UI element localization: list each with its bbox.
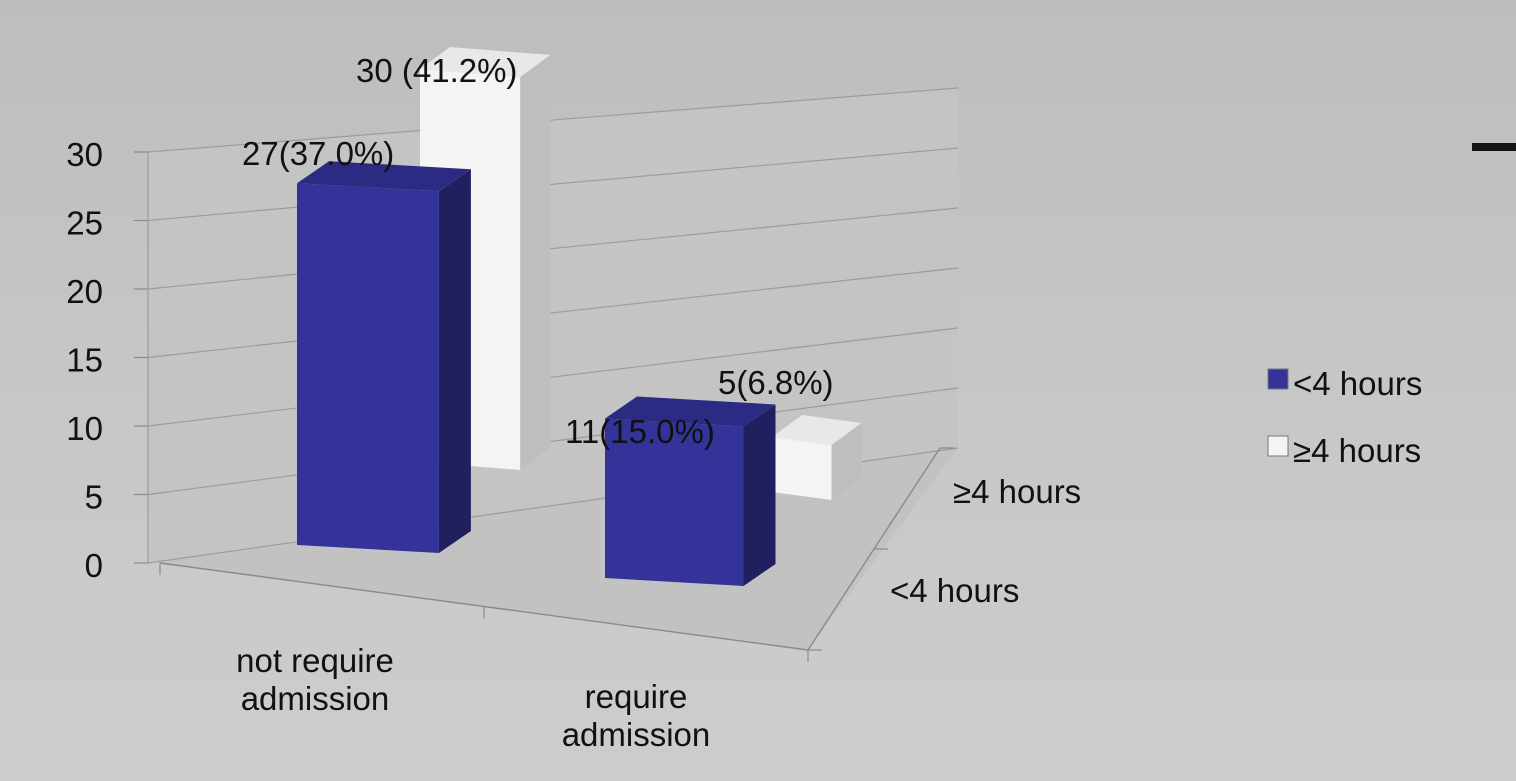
gridlines [147,87,959,564]
data-labels: 27(37.0%) 11(15.0%) 30 (41.2%) 5(6.8%) [242,52,834,450]
chart-walls [148,88,958,650]
axes: 0 5 10 15 20 25 30 not require admission require a… [66,136,1081,753]
bar [297,161,471,553]
bar [772,415,862,500]
y-tick-label: 20 [66,273,103,310]
gridline [147,147,959,222]
gridline [147,387,959,496]
gridline [147,207,959,290]
bar [605,396,776,586]
y-tick-label: 30 [66,136,103,173]
legend-item: <4 hours [1267,365,1422,402]
gridline [147,327,959,427]
legend-swatch [1267,435,1289,457]
x-tick-label: not require admission [236,642,394,717]
dash-mark [1472,143,1516,151]
data-label: 27(37.0%) [242,135,394,172]
x-tick-label: require admission [562,678,711,753]
legend: <4 hours ≥4 hours [1267,365,1422,469]
depth-tick-label: <4 hours [890,572,1019,609]
y-tick-label: 25 [66,205,103,242]
y-tick-label: 15 [66,342,103,379]
y-tick-label: 0 [85,547,103,584]
depth-tick-label: ≥4 hours [953,473,1081,510]
legend-item: ≥4 hours [1267,432,1421,469]
y-tick-label: 10 [66,410,103,447]
legend-label: ≥4 hours [1293,432,1421,469]
y-tick-label: 5 [85,479,103,516]
gridline [147,87,959,153]
data-label: 11(15.0%) [565,413,715,450]
legend-swatch [1267,368,1289,390]
data-label: 30 (41.2%) [356,52,517,89]
gridline [147,267,959,359]
legend-label: <4 hours [1293,365,1422,402]
bars [297,47,862,586]
data-label: 5(6.8%) [718,364,834,401]
